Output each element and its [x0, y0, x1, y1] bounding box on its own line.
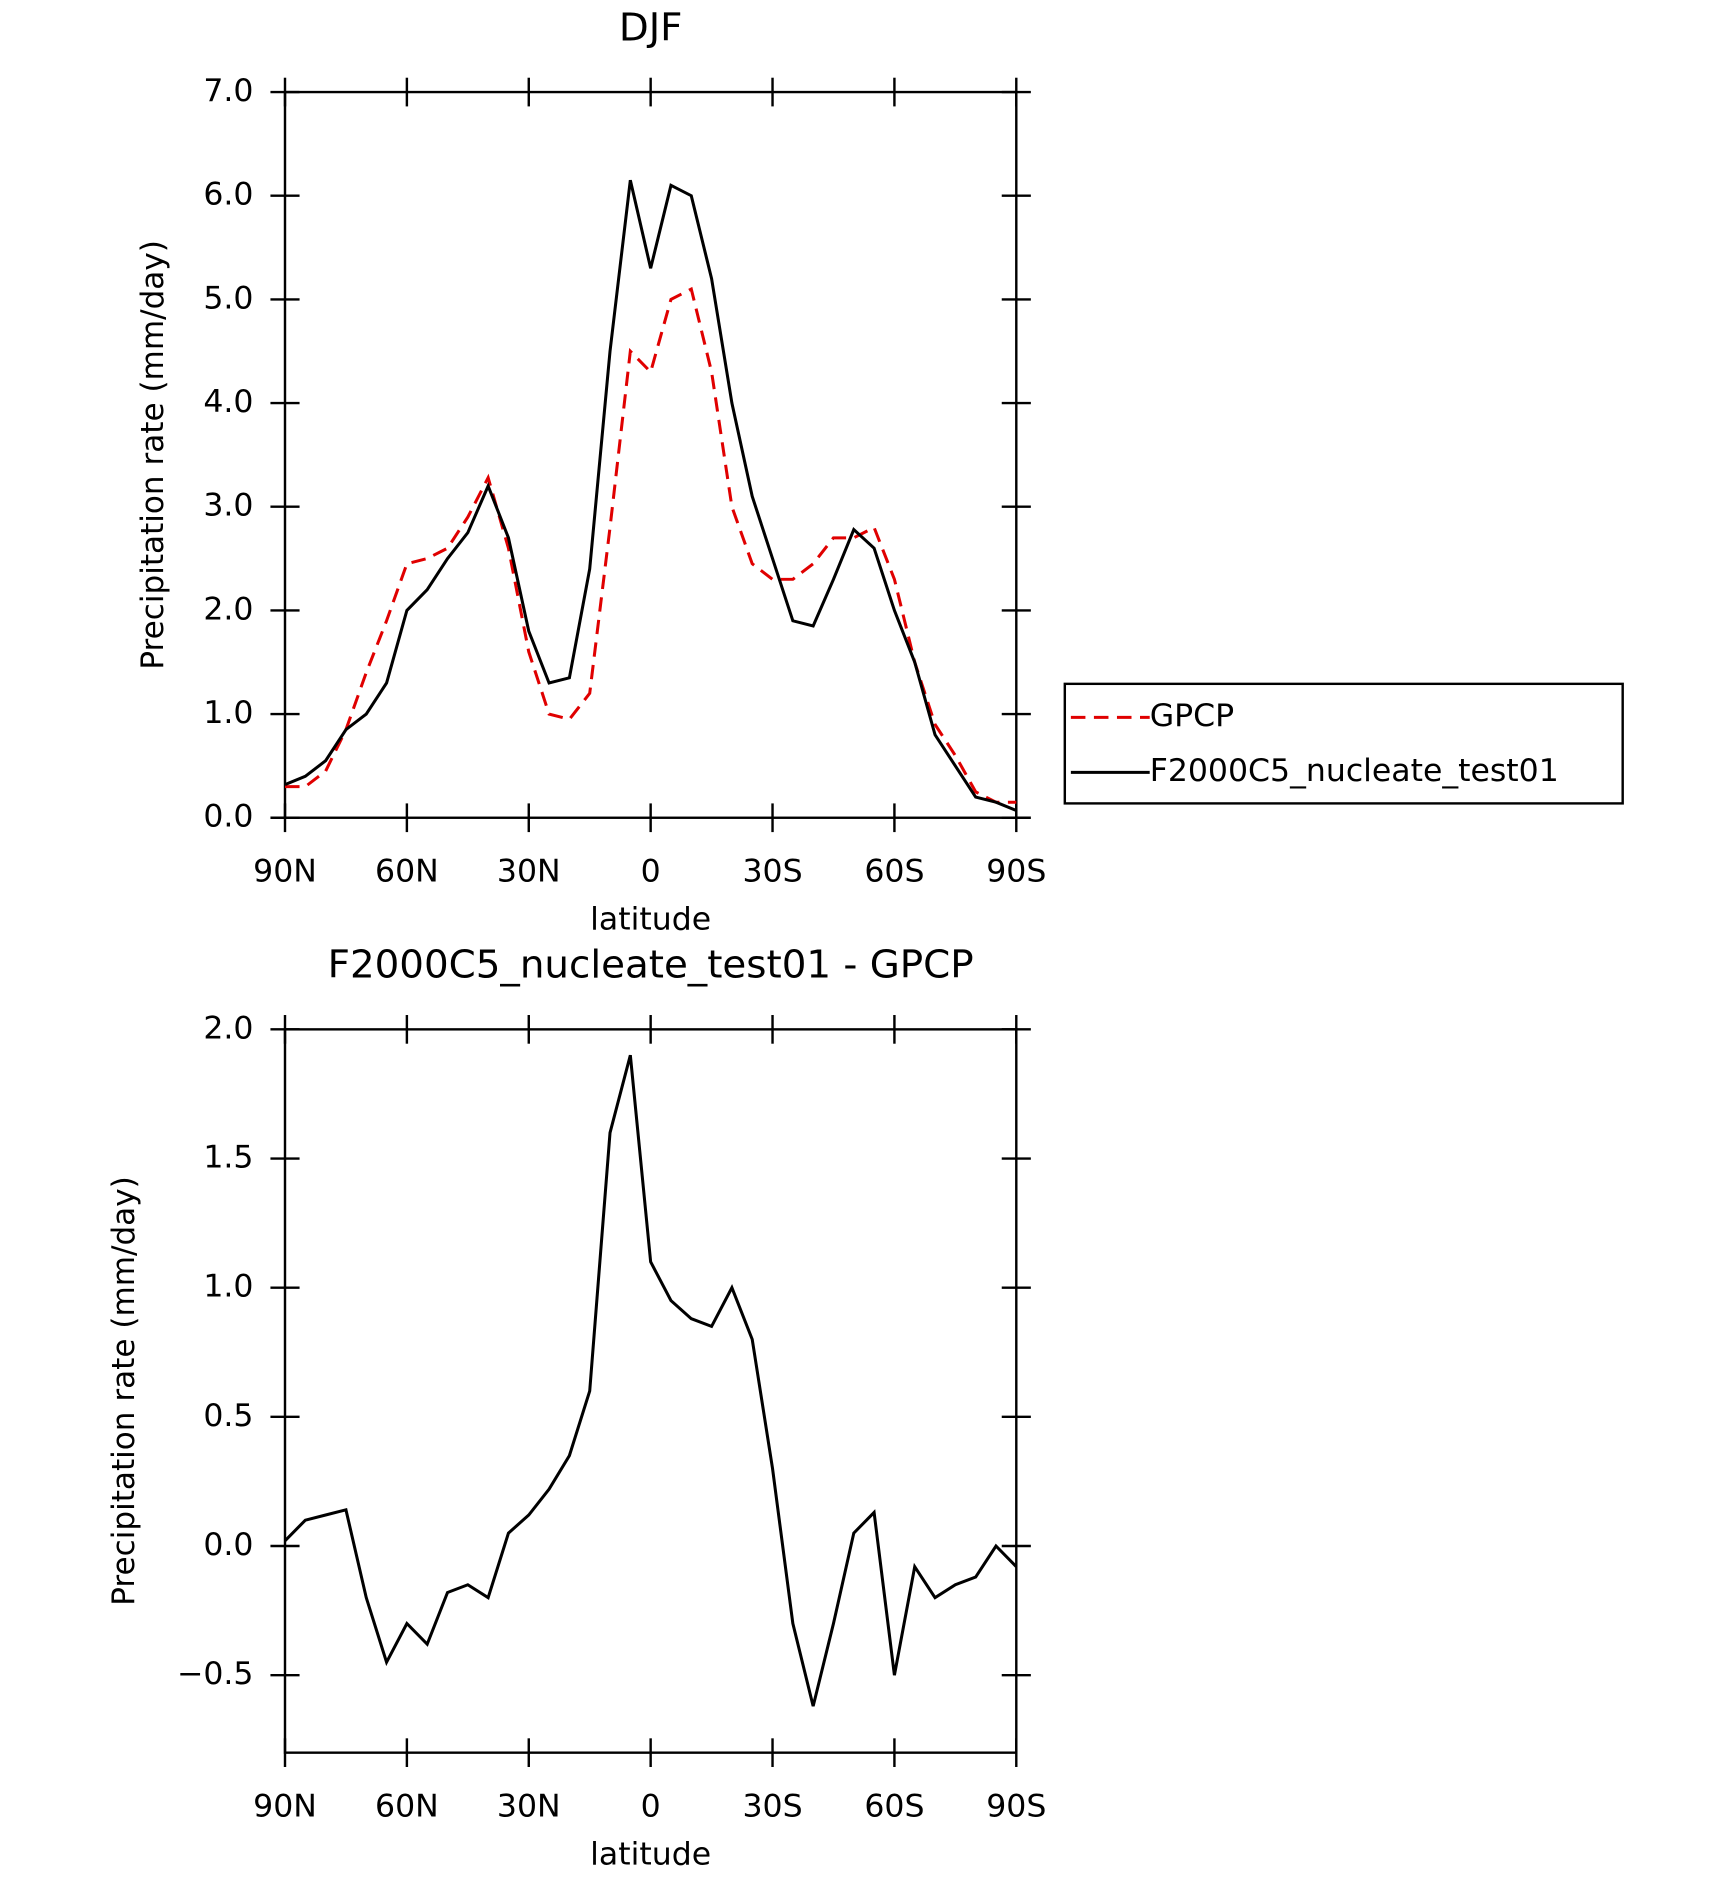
y-tick-label: 6.0	[203, 177, 253, 213]
chart-title: DJF	[619, 6, 683, 51]
y-tick-label: 0.5	[203, 1398, 253, 1434]
plot-frame	[283, 90, 1018, 819]
y-tick-label: 1.0	[203, 695, 253, 731]
x-tick-label: 60N	[375, 854, 439, 890]
y-tick-label: 7.0	[203, 73, 253, 109]
chart-title: F2000C5_nucleate_test01 - GPCP	[328, 943, 974, 988]
y-tick-label: 1.5	[203, 1140, 253, 1176]
x-tick-label: 90S	[986, 854, 1046, 890]
y-tick-label: 2.0	[203, 1010, 253, 1046]
x-tick-label: 60S	[864, 854, 924, 890]
x-tick-label: 30S	[742, 1789, 802, 1825]
x-axis-label: latitude	[590, 1837, 711, 1873]
y-axis-label: Precipitation rate (mm/day)	[106, 1176, 142, 1605]
data-line	[283, 1054, 1018, 1707]
x-axis-label: latitude	[590, 902, 711, 938]
data-line	[284, 179, 1017, 812]
x-tick-label: 30N	[497, 1789, 561, 1825]
data-line	[285, 286, 1017, 804]
y-tick-label: 4.0	[203, 384, 253, 420]
legend-box	[1063, 682, 1624, 805]
y-tick-label: 1.0	[203, 1269, 253, 1305]
x-tick-label: 60S	[864, 1789, 924, 1825]
legend-label: GPCP	[1150, 698, 1234, 734]
y-tick-label: 0.0	[203, 1527, 253, 1563]
legend-label: F2000C5_nucleate_test01	[1150, 753, 1559, 789]
y-tick-label: 2.0	[203, 592, 253, 628]
x-tick-label: 60N	[375, 1789, 439, 1825]
y-axis-label: Precipitation rate (mm/day)	[135, 240, 171, 669]
y-tick-label: −0.5	[177, 1656, 254, 1692]
y-tick-label: 0.0	[203, 799, 253, 835]
x-tick-label: 90S	[986, 1789, 1046, 1825]
x-tick-label: 30N	[497, 854, 561, 890]
x-tick-label: 30S	[742, 854, 802, 890]
x-tick-label: 0	[641, 854, 661, 890]
y-tick-label: 3.0	[203, 488, 253, 524]
y-tick-label: 5.0	[203, 281, 253, 317]
x-tick-label: 90N	[253, 854, 317, 890]
x-tick-label: 0	[641, 1789, 661, 1825]
x-tick-label: 90N	[253, 1789, 317, 1825]
